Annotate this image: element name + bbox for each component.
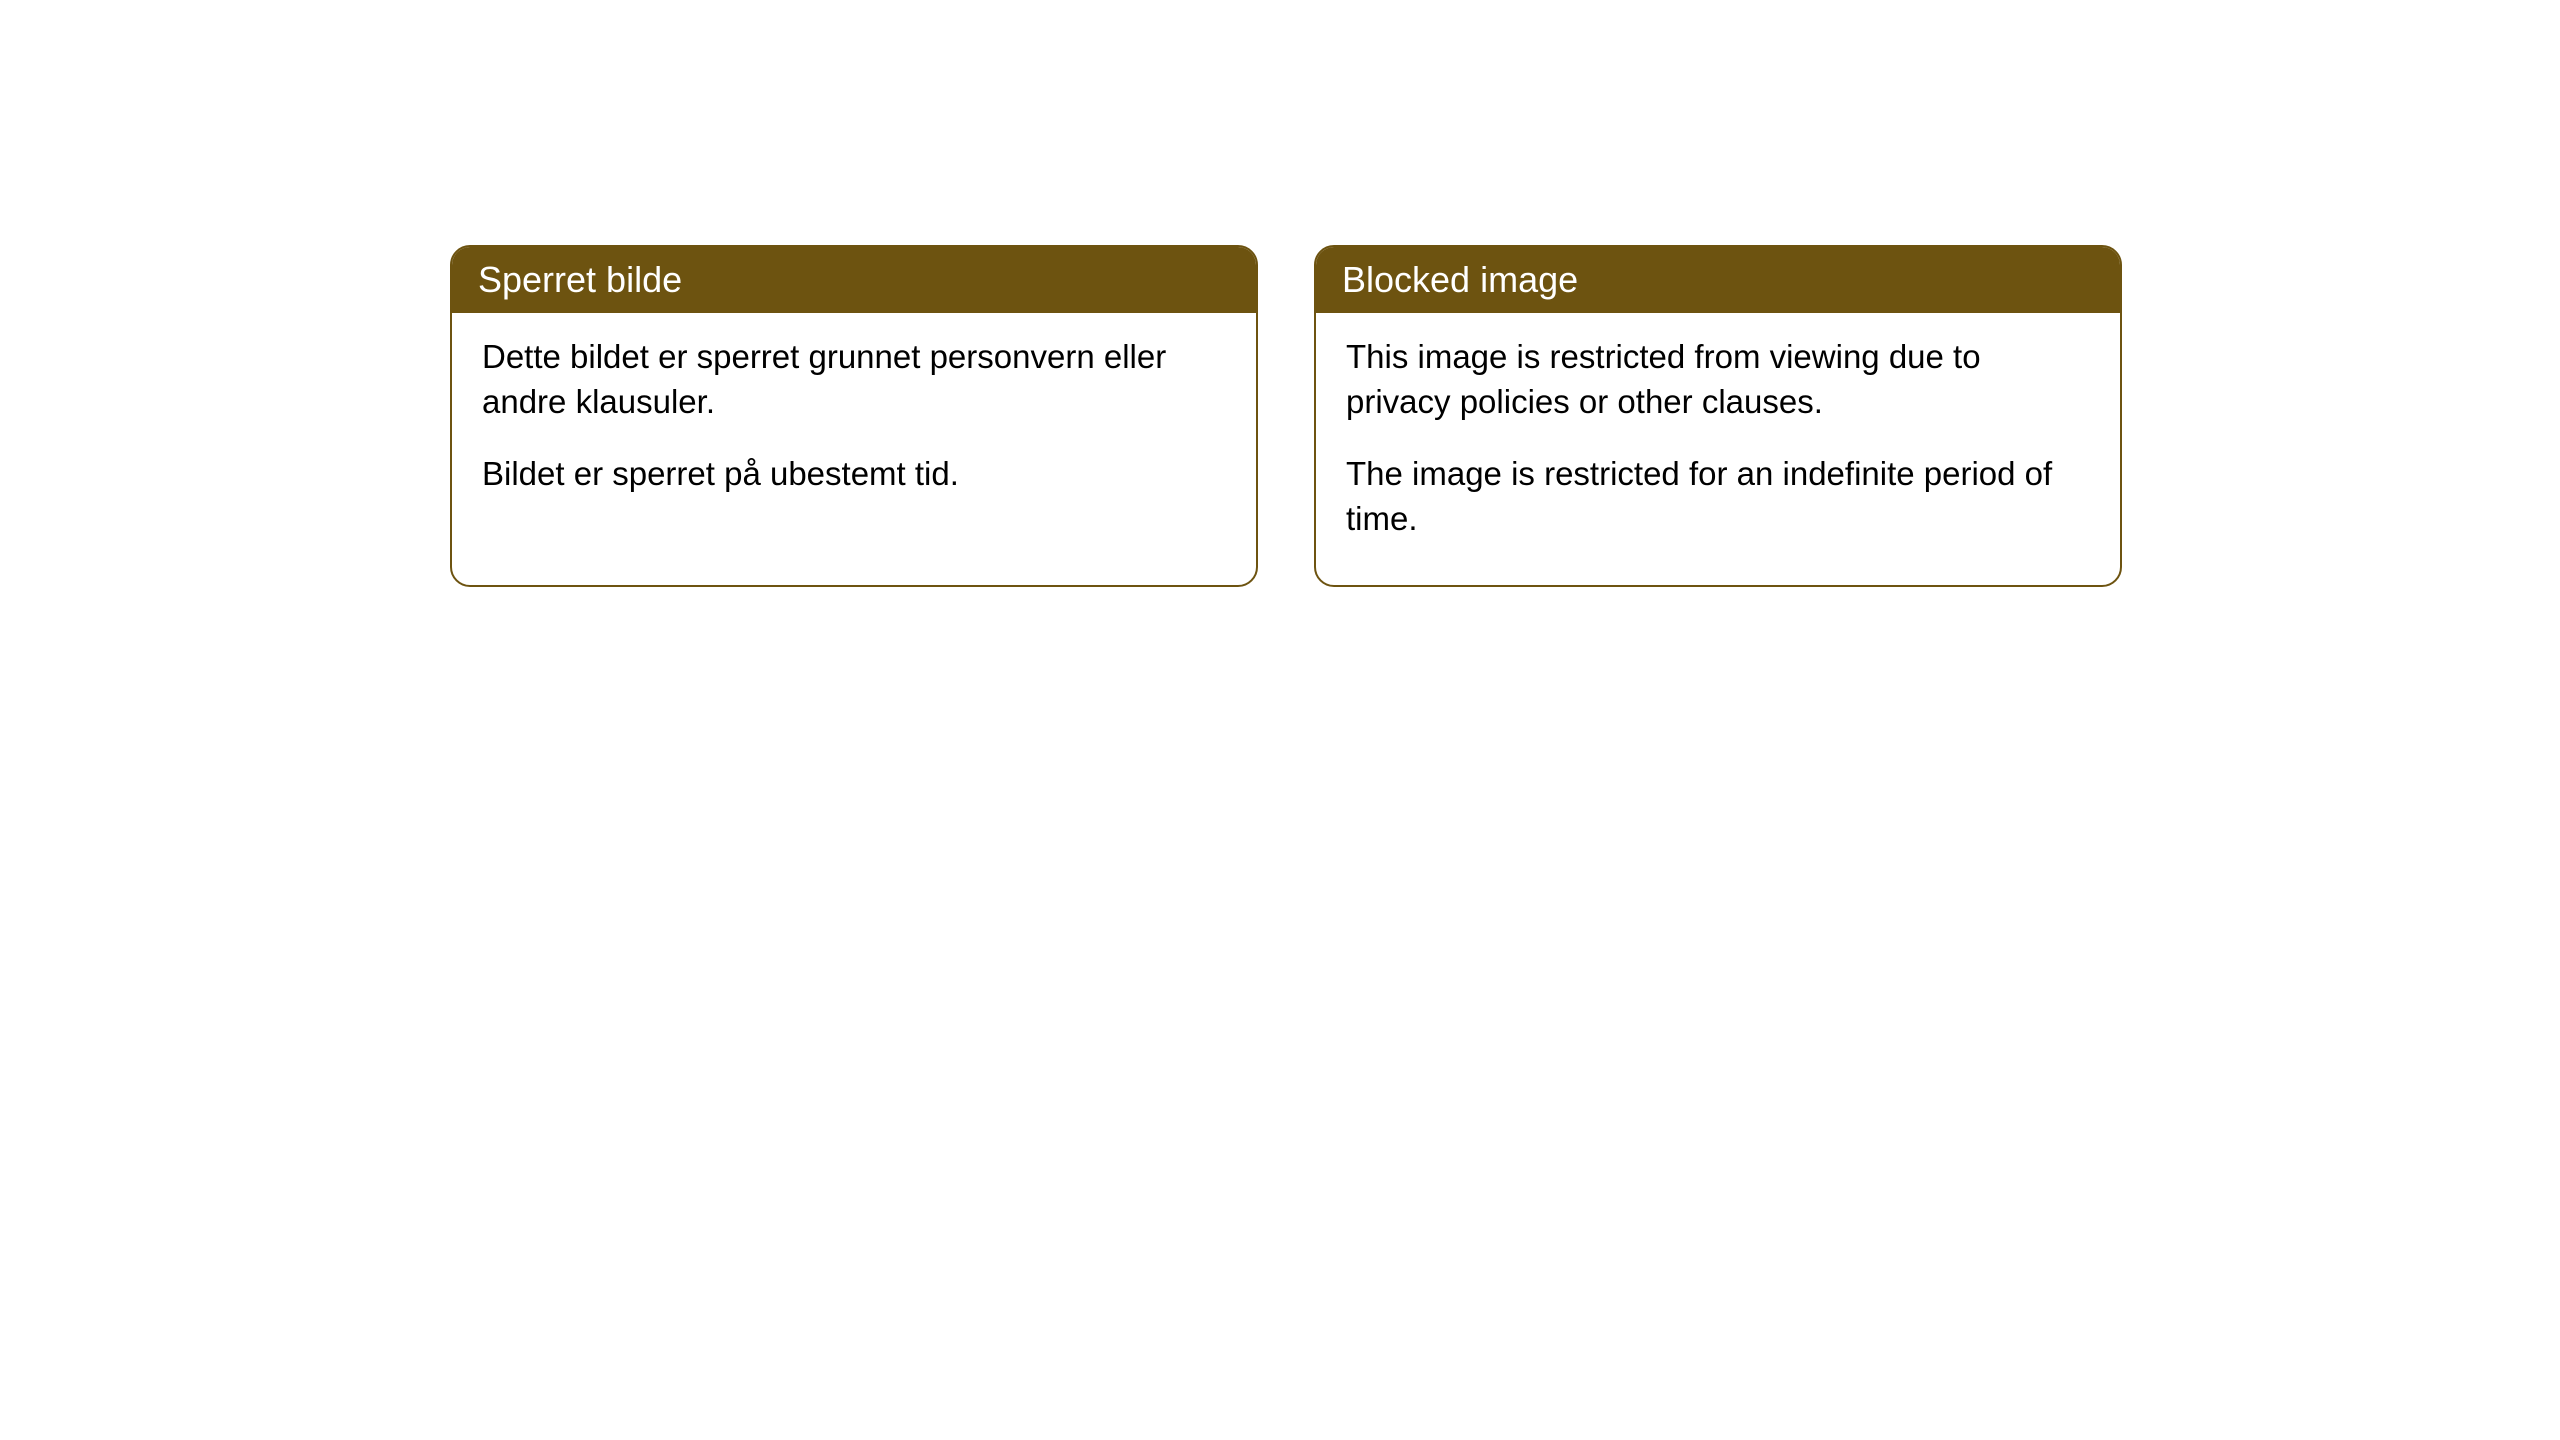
- notice-card-body: Dette bildet er sperret grunnet personve…: [452, 313, 1256, 541]
- notice-card-header: Blocked image: [1316, 247, 2120, 313]
- notice-paragraph-1: This image is restricted from viewing du…: [1346, 335, 2090, 424]
- notice-card-title: Blocked image: [1342, 259, 1578, 300]
- notice-paragraph-2: Bildet er sperret på ubestemt tid.: [482, 452, 1226, 497]
- notice-card-english: Blocked image This image is restricted f…: [1314, 245, 2122, 587]
- notice-cards-container: Sperret bilde Dette bildet er sperret gr…: [450, 245, 2122, 587]
- notice-card-title: Sperret bilde: [478, 259, 682, 300]
- notice-card-norwegian: Sperret bilde Dette bildet er sperret gr…: [450, 245, 1258, 587]
- notice-paragraph-2: The image is restricted for an indefinit…: [1346, 452, 2090, 541]
- notice-card-body: This image is restricted from viewing du…: [1316, 313, 2120, 585]
- notice-paragraph-1: Dette bildet er sperret grunnet personve…: [482, 335, 1226, 424]
- notice-card-header: Sperret bilde: [452, 247, 1256, 313]
